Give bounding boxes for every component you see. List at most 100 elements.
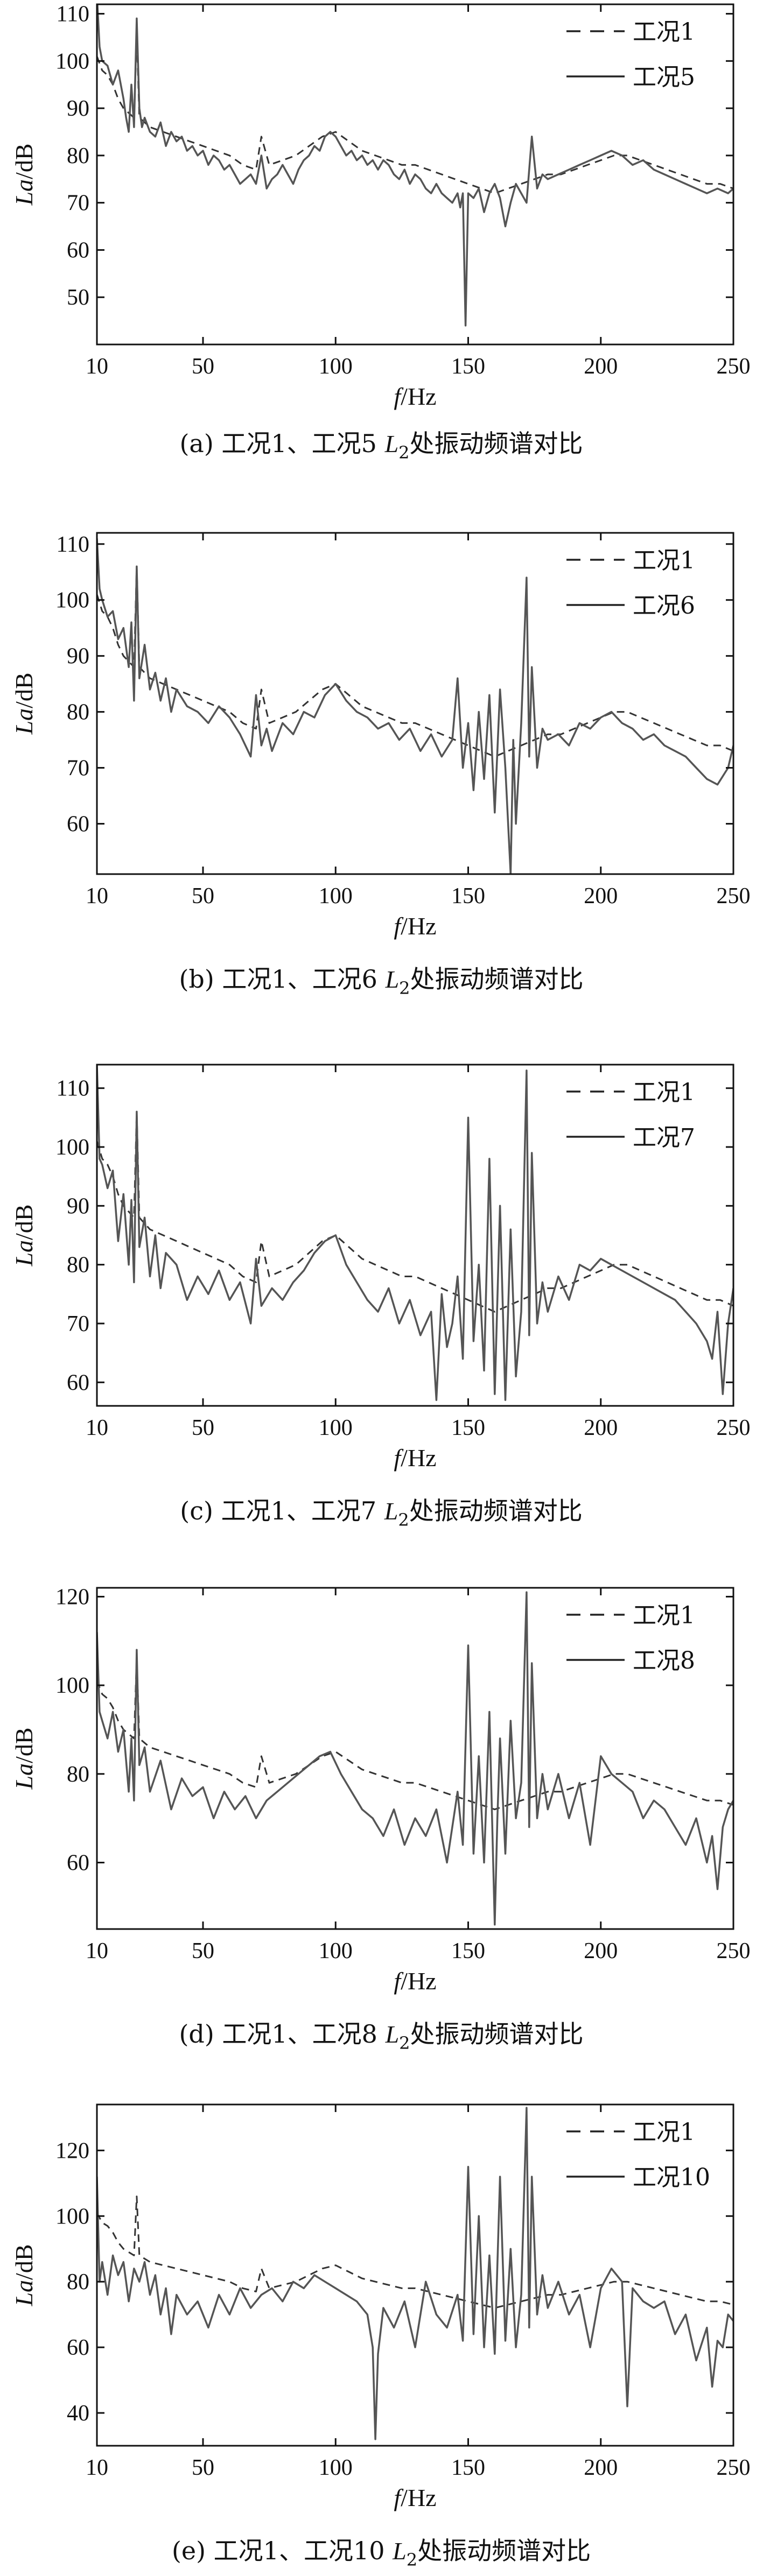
y-tick-label: 100 [55,49,89,74]
x-axis-unit: /Hz [401,912,436,940]
x-axis-unit: /Hz [401,1444,436,1472]
x-tick-label: 150 [451,1939,485,1963]
y-axis-variable: La [10,179,38,206]
y-axis-unit: /dB [10,2244,38,2279]
chart-panel-c: 10 50 100 150 200 250 60 70 80 90 100 110 f/Hz La/dB 工… [10,1064,751,1530]
caption-variable: L [384,430,399,458]
caption-suffix: 处振动频谱对比 [410,429,583,458]
legend-label: 工况1 [633,547,695,574]
x-tick-label: 150 [451,1416,485,1440]
y-tick-label: 60 [67,1850,89,1875]
y-tick-label: 90 [67,96,89,121]
caption-prefix: (a) 工况1、工况5 [179,429,384,458]
chart-panel-b: 10 50 100 150 200 250 60 70 80 90 100 110 f/Hz La/dB 工… [10,532,751,998]
y-axis-label: La/dB [10,1727,38,1790]
y-tick-label: 80 [67,2270,89,2295]
y-tick-label: 70 [67,191,89,216]
x-tick-label: 50 [192,2455,214,2480]
x-tick-label: 250 [717,884,751,909]
x-axis-label: f/Hz [394,1444,436,1472]
series-line-baseline [97,1110,733,1313]
x-tick-label: 50 [192,354,214,379]
panel-caption: (c) 工况1、工况7 L2处振动频谱对比 [180,1496,582,1530]
legend-label: 工况5 [633,64,695,91]
caption-subscript: 2 [399,2033,410,2053]
x-tick-label: 200 [584,2455,618,2480]
y-tick-label: 110 [57,1076,89,1101]
caption-suffix: 处振动频谱对比 [410,2019,584,2049]
x-tick-label: 100 [319,2455,353,2480]
series-line-comparison [97,4,733,327]
chart-panel-d: 10 50 100 150 200 2506080100120f/HzLa/dB工况1工况… [10,1585,751,2053]
caption-variable: L [384,1497,398,1525]
x-tick-label: 250 [717,2455,751,2480]
y-tick-label: 100 [55,2204,89,2229]
y-tick-label: 90 [67,1194,89,1219]
x-tick-label: 100 [319,1416,353,1440]
y-tick-label: 80 [67,144,89,168]
y-tick-label: 60 [67,1370,89,1395]
series-line-baseline [97,32,733,194]
y-axis-variable: La [10,708,38,735]
y-tick-label: 60 [67,812,89,836]
y-tick-label: 40 [67,2401,89,2426]
y-tick-label: 100 [55,1673,89,1698]
y-tick-label: 60 [67,2335,89,2360]
plot-frame [96,2103,734,2447]
x-tick-label: 150 [451,2455,485,2480]
series-line-baseline [97,1658,733,1811]
y-axis-label: La/dB [10,2244,38,2306]
panel-caption: (b) 工况1、工况6 L2处振动频谱对比 [179,965,583,998]
series-line-baseline [97,2195,733,2309]
caption-variable: L [392,2537,407,2565]
plot-frame [96,1587,734,1930]
caption-subscript: 2 [398,1510,409,1530]
y-tick-label: 120 [55,1585,89,1609]
y-tick-label: 80 [67,1762,89,1787]
y-tick-label: 90 [67,644,89,669]
caption-prefix: (c) 工况1、工况7 [180,1496,384,1525]
x-tick-label: 10 [86,1416,108,1440]
caption-variable: L [385,2021,400,2048]
plot-frame [96,532,734,875]
legend-label: 工况1 [633,18,695,46]
caption-suffix: 处振动频谱对比 [410,965,584,994]
x-axis-unit: /Hz [401,1967,436,1995]
x-axis-label: f/Hz [394,912,436,940]
x-tick-label: 250 [717,1416,751,1440]
y-tick-label: 70 [67,1312,89,1336]
legend-label: 工况1 [633,1079,695,1106]
y-tick-label: 100 [55,588,89,613]
caption-prefix: (d) 工况1、工况8 [179,2019,385,2049]
plot-frame [96,1064,734,1407]
x-tick-label: 10 [86,354,108,379]
legend-label: 工况1 [633,2118,695,2146]
caption-subscript: 2 [407,2550,417,2570]
x-tick-label: 10 [86,884,108,909]
chart-panel-a: 10 50 100 150 200 250 50 60 70 80 90 100 110 f/Hz La/d… [10,2,751,463]
y-tick-label: 120 [55,2138,89,2163]
legend: 工况1 工况7 [566,1079,695,1151]
y-axis-unit: /dB [10,1727,38,1763]
x-tick-label: 50 [192,1416,214,1440]
y-axis-label: La/dB [10,672,38,735]
x-tick-label: 50 [192,1939,214,1963]
y-axis-variable: La [10,1240,38,1267]
x-tick-label: 150 [451,354,485,379]
x-tick-label: 200 [584,1939,618,1963]
y-axis-unit: /dB [10,143,38,179]
y-axis-unit: /dB [10,1204,38,1240]
y-tick-label: 80 [67,1253,89,1278]
legend-label: 工况1 [633,1602,695,1629]
y-axis-unit: /dB [10,672,38,708]
x-axis-unit: /Hz [401,383,436,410]
x-axis-label: f/Hz [394,383,436,410]
y-tick-label: 80 [67,700,89,725]
y-tick-label: 70 [67,756,89,781]
series-line-comparison [97,1591,733,1926]
legend-label: 工况7 [633,1124,695,1151]
legend-label: 工况6 [633,592,695,620]
x-tick-label: 100 [319,884,353,909]
series-line-comparison [97,2107,733,2440]
